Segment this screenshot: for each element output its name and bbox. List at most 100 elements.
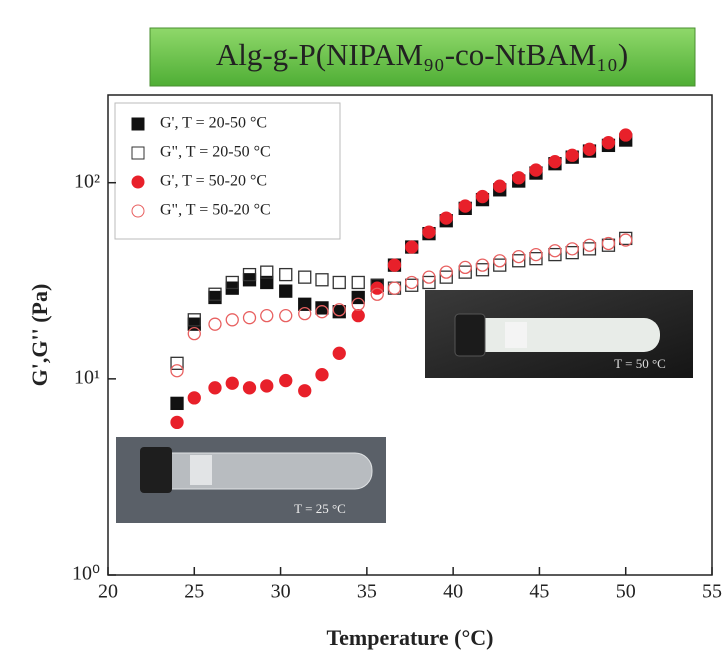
data-point	[315, 273, 329, 287]
legend-label: G', T = 20-50 °C	[160, 115, 267, 132]
x-tick-label: 30	[271, 581, 291, 603]
x-tick-label: 20	[98, 581, 118, 603]
data-point	[439, 211, 453, 225]
data-point	[170, 415, 184, 430]
data-point	[582, 238, 597, 252]
data-point	[387, 281, 402, 295]
data-point	[493, 258, 507, 272]
data-point	[582, 242, 597, 256]
data-point	[475, 258, 490, 272]
y-tick-label: 10¹	[74, 366, 100, 388]
data-point	[187, 327, 201, 341]
data-point	[458, 199, 472, 213]
x-tick-label: 55	[702, 581, 722, 603]
data-point	[260, 275, 274, 290]
legend-box	[114, 102, 341, 240]
data-point	[405, 240, 419, 254]
data-point	[370, 287, 384, 301]
data-point	[187, 313, 201, 327]
data-point	[619, 128, 633, 142]
data-point	[315, 305, 329, 319]
legend-label: G', T = 50-20 °C	[160, 173, 267, 190]
data-point	[601, 236, 616, 251]
data-point	[315, 301, 329, 315]
x-axis-label: Temperature (°C)	[326, 625, 493, 650]
data-point	[351, 297, 365, 311]
data-point	[565, 242, 579, 256]
y-axis-label: G',G'' (Pa)	[27, 284, 52, 387]
data-point	[529, 252, 543, 266]
y-tick-label: 10²	[74, 170, 100, 192]
data-point	[405, 275, 419, 290]
title-box	[149, 27, 696, 87]
data-point	[260, 379, 274, 393]
data-point	[242, 311, 257, 325]
data-point	[242, 273, 257, 287]
legend-marker	[131, 204, 145, 218]
legend-label: G", T = 50-20 °C	[160, 202, 271, 219]
x-tick-label: 35	[357, 581, 377, 603]
legend-marker	[131, 175, 145, 189]
data-point	[208, 317, 222, 331]
data-point	[279, 373, 293, 388]
data-point	[458, 260, 472, 275]
data-point	[225, 275, 239, 290]
data-point	[512, 171, 526, 185]
data-point	[351, 290, 365, 305]
data-point	[225, 313, 239, 327]
data-point	[279, 284, 293, 298]
x-tick-label: 45	[529, 581, 549, 603]
data-point	[298, 270, 312, 284]
data-point	[512, 254, 526, 268]
data-point	[242, 381, 257, 395]
data-point	[529, 163, 543, 177]
data-point	[187, 317, 201, 331]
data-point	[242, 267, 257, 282]
data-point	[260, 265, 274, 279]
data-point	[565, 148, 579, 162]
legend-marker	[131, 117, 145, 131]
inset-label: T = 50 °C	[614, 356, 666, 371]
data-point	[422, 270, 436, 284]
data-point	[279, 267, 293, 282]
data-point	[565, 245, 579, 260]
data-point	[439, 265, 453, 279]
data-point	[351, 309, 365, 323]
data-point	[458, 265, 472, 279]
chart-title: Alg-g-P(NIPAM₉₀-co-NtBAM₁₀)	[216, 37, 628, 72]
data-point	[260, 309, 274, 323]
data-point	[170, 396, 184, 411]
data-point	[208, 287, 222, 301]
data-point	[315, 368, 329, 382]
data-point	[548, 155, 562, 169]
data-point	[548, 247, 562, 262]
data-point	[170, 356, 184, 370]
data-point	[439, 270, 453, 284]
data-point	[493, 254, 507, 268]
x-tick-label: 50	[616, 581, 636, 603]
data-point	[422, 225, 436, 239]
data-point	[601, 136, 616, 150]
data-point	[529, 247, 543, 262]
data-point	[187, 391, 201, 405]
data-point	[475, 263, 490, 277]
data-point	[298, 297, 312, 311]
data-point	[225, 376, 239, 390]
x-tick-label: 40	[443, 581, 463, 603]
data-point	[298, 306, 312, 321]
inset-label: T = 25 °C	[294, 501, 346, 516]
data-point	[387, 258, 402, 272]
plot-frame	[107, 94, 713, 576]
data-point	[351, 275, 365, 290]
data-point	[512, 249, 526, 264]
data-point	[208, 290, 222, 305]
legend-marker	[131, 146, 145, 160]
data-point	[332, 303, 346, 317]
data-point	[405, 278, 419, 292]
data-point	[619, 233, 633, 247]
y-tick-label: 10⁰	[72, 563, 100, 585]
data-point	[170, 364, 184, 378]
x-tick-label: 25	[184, 581, 204, 603]
data-point	[475, 189, 490, 204]
